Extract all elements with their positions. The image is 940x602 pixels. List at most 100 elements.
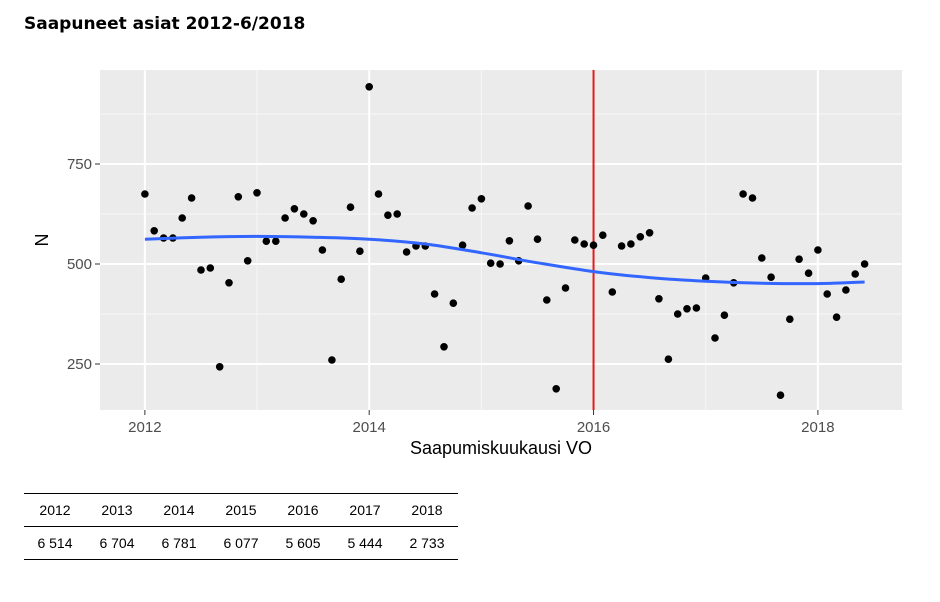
data-point — [758, 254, 766, 262]
data-point — [664, 355, 673, 364]
data-point — [243, 257, 252, 265]
data-point — [505, 237, 514, 245]
data-point — [683, 305, 691, 313]
value-cell: 5 444 — [334, 526, 396, 560]
data-point — [552, 385, 560, 393]
data-point — [795, 255, 803, 263]
x-axis-ticks: 2012 2014 2016 2018 — [128, 410, 835, 436]
chart-title: Saapuneet asiat 2012-6/2018 — [24, 14, 306, 34]
value-cell: 6 514 — [24, 526, 86, 560]
data-point — [608, 288, 617, 296]
data-point — [300, 210, 308, 218]
year-cell: 2014 — [148, 493, 210, 527]
data-point — [589, 241, 598, 249]
data-point — [272, 237, 280, 245]
data-point — [599, 231, 607, 239]
data-point — [496, 260, 504, 268]
scatter-chart: 2012 2014 2016 2018 250 500 750 Saapumiskuuka… — [32, 70, 902, 458]
x-tick-label: 2014 — [353, 419, 386, 436]
data-point — [627, 240, 635, 248]
data-point — [365, 83, 374, 91]
data-point — [786, 315, 794, 324]
data-point — [458, 241, 467, 249]
data-point — [281, 214, 289, 222]
data-point — [384, 211, 392, 219]
data-point — [356, 247, 364, 255]
y-tick-label: 250 — [67, 356, 92, 373]
data-point — [842, 286, 850, 294]
y-axis-title: N — [32, 234, 52, 247]
data-point — [692, 304, 701, 312]
data-point — [543, 296, 551, 304]
table-header-row: 2012 2013 2014 2015 2016 2017 2018 — [24, 493, 458, 527]
x-axis-title: Saapumiskuukausi VO — [410, 438, 592, 458]
data-point — [524, 202, 532, 210]
data-point — [636, 233, 645, 241]
data-point — [150, 227, 158, 235]
data-point — [262, 237, 271, 245]
data-point — [571, 236, 579, 244]
data-point — [253, 189, 261, 197]
data-point — [215, 363, 224, 371]
data-points — [141, 83, 869, 400]
data-point — [804, 269, 813, 278]
data-point — [748, 194, 757, 202]
yearly-totals-table: 2012 2013 2014 2015 2016 2017 2018 6 514… — [24, 493, 458, 560]
plot-panel — [100, 70, 902, 410]
data-point — [814, 246, 822, 254]
x-tick-label: 2018 — [801, 419, 834, 436]
data-point — [739, 190, 747, 198]
data-point — [823, 290, 831, 298]
data-point — [206, 264, 215, 272]
data-point — [290, 205, 299, 213]
data-point — [851, 270, 859, 278]
data-point — [776, 391, 785, 400]
grid-minor — [100, 70, 902, 410]
value-cell: 6 077 — [210, 526, 272, 560]
data-point — [832, 313, 841, 322]
data-point — [860, 260, 869, 268]
data-point — [402, 248, 411, 256]
data-point — [328, 356, 336, 364]
year-cell: 2013 — [86, 493, 148, 527]
data-point — [309, 217, 317, 225]
data-point — [486, 259, 495, 268]
data-point — [374, 190, 383, 198]
data-point — [225, 279, 233, 287]
x-tick-label: 2012 — [128, 419, 161, 436]
data-point — [234, 193, 243, 201]
x-tick-label: 2016 — [577, 419, 610, 436]
data-point — [337, 275, 346, 284]
year-cell: 2017 — [334, 493, 396, 527]
data-point — [141, 190, 149, 198]
value-cell: 6 781 — [148, 526, 210, 560]
value-cell: 5 605 — [272, 526, 334, 560]
data-point — [655, 295, 663, 303]
data-point — [393, 210, 402, 218]
y-axis-ticks: 250 500 750 — [67, 156, 100, 373]
data-point — [720, 311, 729, 320]
data-point — [468, 204, 476, 212]
y-tick-label: 750 — [67, 156, 92, 173]
data-point — [645, 229, 654, 237]
data-point — [346, 203, 355, 211]
value-cell: 6 704 — [86, 526, 148, 560]
data-point — [673, 310, 682, 318]
y-tick-label: 500 — [67, 256, 92, 273]
year-cell: 2015 — [210, 493, 272, 527]
data-point — [187, 194, 196, 202]
data-point — [561, 284, 570, 292]
data-point — [533, 235, 542, 243]
data-point — [318, 246, 327, 254]
year-cell: 2016 — [272, 493, 334, 527]
data-point — [767, 273, 775, 282]
data-point — [617, 242, 626, 250]
value-cell: 2 733 — [396, 526, 458, 560]
data-point — [449, 299, 458, 308]
data-point — [711, 334, 719, 342]
data-point — [477, 195, 486, 203]
data-point — [440, 343, 448, 351]
table-values-row: 6 514 6 704 6 781 6 077 5 605 5 444 2 73… — [24, 526, 458, 560]
data-point — [430, 290, 439, 298]
data-point — [197, 266, 205, 274]
